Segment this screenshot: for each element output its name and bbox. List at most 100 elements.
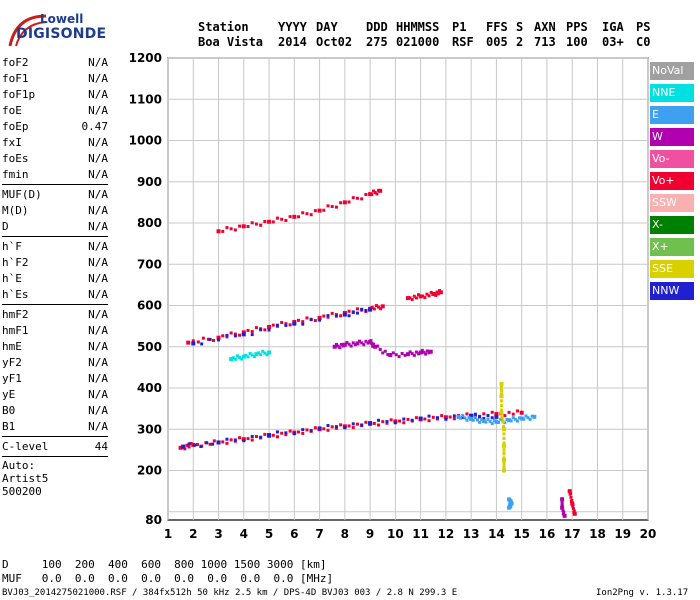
echo-point [221,440,225,444]
x-tick-label: 8 [341,527,349,541]
echo-point [456,414,461,419]
header-label: DDD [366,20,388,34]
echo-point [408,296,412,300]
echo-point [397,355,401,359]
echo-point [355,311,359,315]
echo-point [508,505,512,509]
header-label: PPS [566,20,588,34]
echo-point [191,341,196,346]
echo-point [372,307,376,311]
param-value: 0.47 [81,120,109,133]
echo-point [377,305,381,309]
param-name: fmin [2,168,29,181]
echo-point [322,314,326,318]
echo-point [225,226,229,230]
param-row: foF1p N/A [2,87,108,103]
param-value: N/A [88,340,108,353]
echo-point [490,416,494,420]
echo-point [360,307,364,311]
echo-point [343,426,347,430]
param-row: yE N/A [2,387,108,403]
polarization-legend: NoVal NNE E W Vo- Vo+ SSW X- X+ SSE NNW [650,62,694,304]
echo-point [490,410,494,414]
echo-point [389,418,393,422]
echo-point [334,426,338,430]
param-value: N/A [88,188,108,201]
echo-point [259,223,263,227]
echo-point [205,441,209,445]
echo-point [229,331,233,335]
param-name: foF1 [2,72,29,85]
echo-point [509,499,513,503]
x-tick-label: 15 [513,527,530,541]
echo-point [347,309,351,313]
x-tick-label: 3 [214,527,222,541]
echo-point [505,417,509,421]
echo-point [181,444,186,449]
echo-point [402,421,406,425]
header-value: 2014 [278,35,307,49]
logo-bottom-text: DIGISONDE [16,26,107,42]
echo-point [509,419,513,423]
echo-point [515,419,519,423]
echo-point [414,416,418,420]
echo-point [408,350,412,354]
echo-point [526,416,530,420]
echo-point [254,435,258,438]
echo-point [318,318,322,322]
param-value: N/A [88,72,108,85]
echo-point [196,340,200,344]
legend-item-ssw: SSW [650,194,694,212]
header-label: S [516,20,524,34]
header-label: PS [636,20,651,34]
echo-point [208,442,212,446]
echo-point [452,417,456,421]
echo-point [518,416,522,420]
echo-point [484,420,488,424]
echo-point [364,308,368,312]
echo-point [433,292,437,296]
echo-point [482,412,486,416]
echo-point [301,211,305,215]
echo-point [351,426,355,430]
echo-point [263,351,267,355]
echo-point [469,416,474,421]
param-value: 44 [94,440,108,453]
echo-point [467,416,471,420]
header-col-day: DAY Oct02 [316,20,352,50]
echo-point [353,343,357,347]
param-row: hmE N/A [2,339,108,355]
header-value: 03+ [602,35,624,49]
auto-scaling-line: Auto: [2,459,36,472]
echo-point [452,414,456,418]
echo-point [461,414,465,418]
echo-point [478,414,482,418]
echo-point [238,224,242,228]
parameter-panel: foF2 N/A foF1 N/A foF1p N/A foE N/A foEp 0.47 fxI N… [2,55,108,498]
legend-item-sse: SSE [650,260,694,278]
echo-point [280,431,284,435]
version-label: Ion2Png v. 1.3.17 [596,588,689,598]
echo-point [208,337,212,341]
echo-point [235,354,239,358]
echo-point [481,419,486,423]
echo-point [378,348,382,351]
echo-point [435,290,439,294]
legend-item-vo: Vo- [650,150,694,168]
echo-point [317,315,322,320]
echo-point [195,443,199,447]
param-row: MUF(D) N/A [2,187,108,203]
param-row: h`F2 N/A [2,255,108,271]
echo-point [301,322,305,326]
echo-point [351,422,355,426]
echo-point [368,192,373,197]
param-row: hmF1 N/A [2,323,108,339]
echo-point [371,342,375,346]
echo-point [259,435,263,439]
echo-point [284,433,288,437]
echo-point [240,357,244,361]
header-value: C0 [636,35,651,49]
echo-point [305,212,309,216]
echo-point [275,216,279,220]
echo-point [371,189,375,193]
